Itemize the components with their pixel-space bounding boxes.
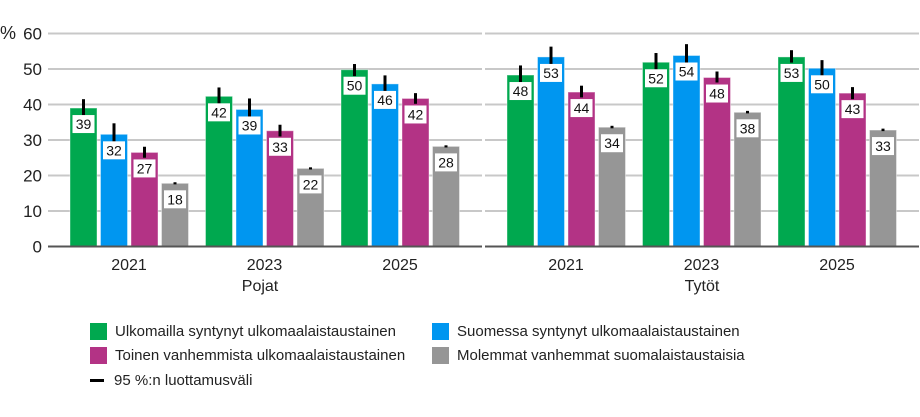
data-label: 43 <box>845 101 861 117</box>
panel-label: Pojat <box>242 278 279 295</box>
y-tick-label: 0 <box>33 238 42 257</box>
data-label: 28 <box>438 154 454 170</box>
x-tick-label: 2021 <box>548 257 584 274</box>
data-label: 33 <box>875 138 891 154</box>
data-label-bg <box>872 137 894 156</box>
data-label: 38 <box>740 120 756 136</box>
bar <box>506 74 535 247</box>
data-label: 44 <box>574 100 590 116</box>
legend-label: Toinen vanhemmista ulkomaalaistaustainen <box>115 347 406 364</box>
data-label-bg <box>208 103 230 122</box>
y-tick-label: 30 <box>23 131 42 150</box>
legend-label: 95 %:n luottamusväli <box>114 372 253 389</box>
y-tick-label: 40 <box>23 96 42 115</box>
y-tick-label: 20 <box>23 167 42 186</box>
bar <box>777 56 806 248</box>
x-tick-label: 2021 <box>111 257 147 274</box>
legend-swatch <box>432 323 449 340</box>
bar <box>703 77 731 247</box>
legend-item-ci: 95 %:n luottamusväli <box>90 372 252 389</box>
data-label-bg <box>706 84 728 103</box>
data-label: 50 <box>814 76 830 92</box>
y-axis-label: % <box>0 23 16 43</box>
y-tick-label: 50 <box>23 60 42 79</box>
data-label-bg <box>509 82 532 101</box>
legend-swatch <box>432 347 449 364</box>
data-label-bg <box>374 90 396 109</box>
data-label-bg <box>238 116 261 135</box>
legend-item: Suomessa syntynyt ulkomaalaistaustainen <box>432 323 740 340</box>
legend-item: Toinen vanhemmista ulkomaalaistaustainen <box>90 347 405 364</box>
data-label-bg <box>103 141 125 160</box>
data-label: 54 <box>679 64 695 80</box>
data-label: 39 <box>242 117 258 133</box>
bar <box>371 83 399 247</box>
data-label: 32 <box>106 142 122 158</box>
legend-label: Ulkomailla syntynyt ulkomaalaistaustaine… <box>115 323 396 340</box>
data-label-bg <box>269 137 291 156</box>
data-label-bg <box>780 63 803 82</box>
data-label: 33 <box>272 139 288 155</box>
data-label: 39 <box>76 116 92 132</box>
legend-item: Molemmat vanhemmat suomalaistaustaisia <box>432 347 745 364</box>
legend-swatch <box>90 347 107 364</box>
data-label: 53 <box>543 65 559 81</box>
data-label: 52 <box>648 70 664 86</box>
x-tick-label: 2025 <box>382 257 418 274</box>
data-label-bg <box>841 100 864 119</box>
data-label-bg <box>736 119 759 138</box>
data-label: 53 <box>784 65 800 81</box>
data-label: 27 <box>137 160 153 176</box>
data-label: 50 <box>347 78 363 94</box>
data-label-bg <box>299 175 322 194</box>
legend-item: Ulkomailla syntynyt ulkomaalaistaustaine… <box>90 323 396 340</box>
panel-label: Tytöt <box>685 278 720 295</box>
data-label-bg <box>675 62 698 81</box>
data-label: 46 <box>377 92 393 108</box>
bar <box>537 56 565 248</box>
bar <box>838 92 867 247</box>
x-tick-label: 2023 <box>684 257 720 274</box>
data-label-bg <box>435 153 457 172</box>
bar <box>642 61 670 247</box>
data-label-bg <box>164 190 186 209</box>
data-label: 42 <box>211 104 227 120</box>
data-label: 22 <box>303 176 319 192</box>
bar <box>672 55 701 248</box>
data-label-bg <box>811 75 833 94</box>
data-label-bg <box>343 76 366 95</box>
plot-area: % 0 10 20 30 40 50 60 39 32 27 18 2021 42 39 33 22 2023 50… <box>0 23 919 295</box>
legend-label: Molemmat vanhemmat suomalaistaustaisia <box>457 347 745 364</box>
data-label-bg <box>72 115 95 134</box>
data-label: 34 <box>604 135 620 151</box>
legend-label: Suomessa syntynyt ulkomaalaistaustainen <box>457 323 740 340</box>
y-tick-label: 60 <box>23 25 42 44</box>
data-label-bg <box>404 105 427 124</box>
x-tick-label: 2023 <box>247 257 283 274</box>
data-label: 48 <box>709 86 725 102</box>
data-label-bg <box>645 69 667 88</box>
legend-swatch <box>90 323 107 340</box>
data-label-bg <box>133 159 156 178</box>
data-label-bg <box>601 134 623 153</box>
data-label: 48 <box>513 83 529 99</box>
bar <box>340 69 369 247</box>
data-label-bg <box>570 99 593 118</box>
data-label-bg <box>540 63 562 82</box>
ci-line-icon <box>90 379 104 382</box>
bar <box>808 67 836 248</box>
y-tick-label: 10 <box>23 202 42 221</box>
data-label: 18 <box>167 191 183 207</box>
data-label: 42 <box>408 106 424 122</box>
x-tick-label: 2025 <box>819 257 855 274</box>
